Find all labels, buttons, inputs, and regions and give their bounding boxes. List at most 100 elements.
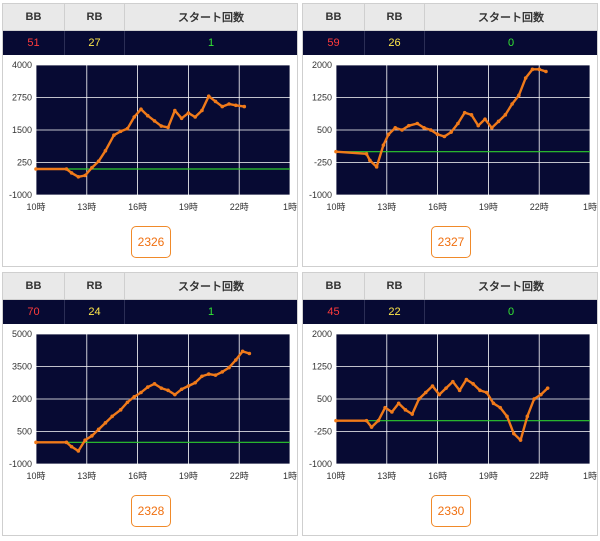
data-point	[457, 388, 462, 393]
x-tick-label: 22時	[530, 202, 549, 212]
data-point	[247, 351, 252, 356]
data-point	[139, 107, 143, 111]
data-point	[132, 115, 137, 119]
machine-number-button[interactable]: 2326	[131, 226, 171, 258]
bb-header: BB	[3, 273, 65, 299]
data-point	[444, 386, 448, 390]
data-point	[179, 116, 184, 121]
machine-number-button[interactable]: 2330	[431, 495, 471, 527]
rb-count: 27	[65, 31, 125, 55]
data-point	[523, 76, 528, 80]
data-point	[334, 149, 338, 154]
data-point	[462, 110, 467, 115]
data-point	[83, 173, 87, 178]
data-point	[173, 392, 177, 397]
data-point	[417, 397, 421, 401]
start-count-header: スタート回数	[178, 12, 244, 24]
data-point	[390, 410, 394, 414]
start-count-header: スタート回数	[478, 12, 544, 24]
data-point	[227, 365, 231, 370]
data-point	[429, 128, 433, 132]
y-tick-label: 1250	[312, 93, 332, 103]
x-tick-label: 22時	[230, 202, 249, 212]
data-point	[159, 386, 164, 390]
data-point	[76, 175, 81, 179]
start-count: 0	[507, 37, 515, 49]
panel-header-row: BB RB スタート回数	[303, 4, 597, 31]
x-tick-label: 1時	[583, 202, 597, 212]
x-tick-label: 19時	[479, 202, 498, 212]
x-tick-label: 16時	[428, 202, 447, 212]
data-point	[179, 387, 184, 392]
data-point	[200, 374, 204, 379]
slump-chart: 10時 13時 16時 19時 22時 1時 2000 1250 500 -250 -1000	[303, 59, 597, 219]
data-point	[234, 103, 238, 108]
data-point	[422, 126, 426, 130]
data-point	[364, 418, 369, 423]
data-point	[476, 123, 481, 128]
data-point	[437, 392, 442, 397]
rb-header: RB	[65, 273, 125, 299]
x-tick-label: 1時	[283, 471, 297, 481]
y-tick-label: -1000	[309, 459, 332, 469]
start-count: 1	[207, 37, 215, 49]
data-point	[430, 384, 435, 388]
data-point	[159, 124, 164, 128]
data-point	[34, 440, 38, 445]
bb-header: BB	[3, 4, 65, 30]
data-point	[132, 395, 137, 399]
x-tick-label: 16時	[428, 471, 447, 481]
data-point	[83, 438, 87, 442]
rb-count: 22	[365, 300, 425, 324]
data-point	[449, 130, 453, 134]
data-point	[396, 401, 401, 406]
data-point	[368, 158, 372, 163]
x-tick-label: 10時	[326, 202, 345, 212]
slot-panel-2327: BB RB スタート回数 59 26 0 10時 13時 16時 19時 22時 1時 20…	[302, 3, 598, 267]
data-point	[489, 126, 494, 130]
start-count-header: スタート回数	[178, 281, 244, 293]
data-point	[193, 380, 197, 385]
machine-number-button[interactable]: 2328	[131, 495, 171, 527]
data-point	[234, 358, 238, 362]
data-point	[517, 93, 521, 98]
y-tick-label: -1000	[9, 459, 32, 469]
x-tick-label: 22時	[230, 471, 249, 481]
data-point	[386, 132, 391, 137]
data-point	[166, 125, 170, 130]
data-point	[186, 384, 191, 388]
data-point	[118, 129, 123, 134]
panel-values-row: 45 22 0	[303, 300, 597, 324]
data-point	[90, 434, 94, 438]
data-point	[530, 67, 535, 72]
y-tick-label: 2000	[312, 329, 332, 339]
data-point	[103, 149, 108, 153]
data-point	[112, 133, 116, 137]
y-tick-label: -1000	[309, 190, 332, 200]
bb-header: BB	[303, 273, 365, 299]
data-point	[213, 373, 218, 377]
y-tick-label: -1000	[9, 190, 32, 200]
data-point	[435, 132, 440, 137]
data-point	[484, 390, 489, 395]
x-tick-label: 13時	[77, 471, 96, 481]
data-point	[374, 165, 379, 169]
data-point	[532, 397, 536, 401]
slot-panel-2326: BB RB スタート回数 51 27 1 10時 13時 16時 19時 22時 1時 40…	[2, 3, 298, 267]
data-point	[442, 134, 447, 139]
data-point	[539, 392, 543, 397]
y-tick-label: 2000	[312, 60, 332, 70]
x-tick-label: 10時	[326, 471, 345, 481]
start-count-header: スタート回数	[478, 281, 544, 293]
data-point	[152, 382, 157, 386]
data-point	[400, 128, 404, 132]
machine-number-button[interactable]: 2327	[431, 226, 471, 258]
y-tick-label: 4000	[12, 60, 32, 70]
slump-chart: 10時 13時 16時 19時 22時 1時 2000 1250 500 -250 -1000	[303, 328, 597, 488]
data-point	[498, 405, 503, 410]
data-point	[96, 159, 101, 163]
data-point	[364, 152, 369, 156]
data-point	[206, 372, 211, 376]
panel-header-row: BB RB スタート回数	[303, 273, 597, 300]
x-tick-label: 13時	[77, 202, 96, 212]
